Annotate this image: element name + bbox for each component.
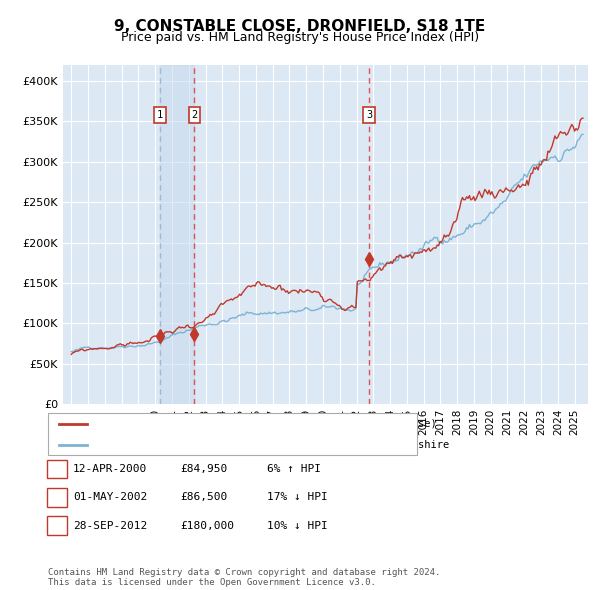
Text: 01-MAY-2002: 01-MAY-2002 <box>73 493 148 502</box>
Text: £180,000: £180,000 <box>180 521 234 530</box>
Text: HPI: Average price, detached house, North East Derbyshire: HPI: Average price, detached house, Nort… <box>93 440 449 450</box>
Text: 9, CONSTABLE CLOSE, DRONFIELD, S18 1TE: 9, CONSTABLE CLOSE, DRONFIELD, S18 1TE <box>115 19 485 34</box>
Text: 3: 3 <box>53 521 61 530</box>
Text: 1: 1 <box>157 110 163 120</box>
Text: 1: 1 <box>53 464 61 474</box>
Bar <box>160 65 194 404</box>
Text: 17% ↓ HPI: 17% ↓ HPI <box>267 493 328 502</box>
Text: £84,950: £84,950 <box>180 464 227 474</box>
Text: Price paid vs. HM Land Registry's House Price Index (HPI): Price paid vs. HM Land Registry's House … <box>121 31 479 44</box>
Text: 10% ↓ HPI: 10% ↓ HPI <box>267 521 328 530</box>
Text: 3: 3 <box>366 110 372 120</box>
Text: 2: 2 <box>53 493 61 502</box>
Text: 6% ↑ HPI: 6% ↑ HPI <box>267 464 321 474</box>
Text: £86,500: £86,500 <box>180 493 227 502</box>
Text: 28-SEP-2012: 28-SEP-2012 <box>73 521 148 530</box>
Text: 2: 2 <box>191 110 197 120</box>
Text: Contains HM Land Registry data © Crown copyright and database right 2024.
This d: Contains HM Land Registry data © Crown c… <box>48 568 440 587</box>
Text: 12-APR-2000: 12-APR-2000 <box>73 464 148 474</box>
Text: 9, CONSTABLE CLOSE, DRONFIELD, S18 1TE (detached house): 9, CONSTABLE CLOSE, DRONFIELD, S18 1TE (… <box>93 419 437 428</box>
